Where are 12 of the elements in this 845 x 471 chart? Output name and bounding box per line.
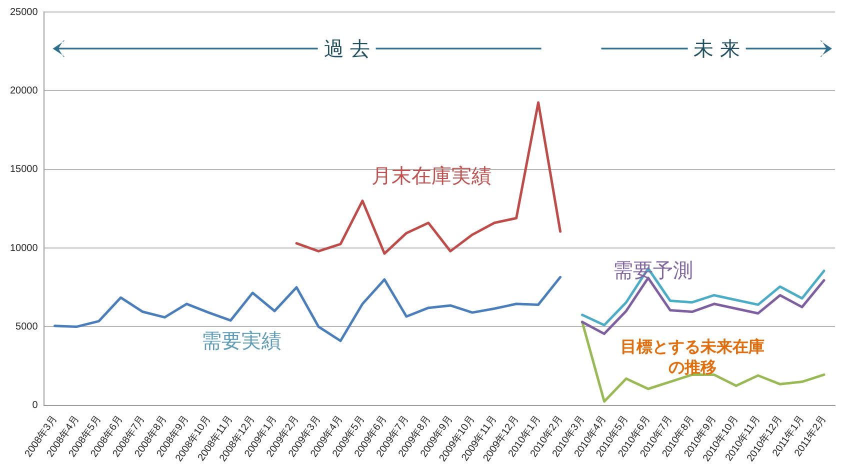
y-tick-label: 25000 [10, 6, 38, 18]
y-tick-label: 0 [32, 400, 38, 412]
y-tick-label: 10000 [10, 242, 38, 254]
y-tick-label: 5000 [16, 321, 38, 332]
y-tick-label: 15000 [10, 164, 38, 176]
series-label: 需要予測 [613, 258, 694, 282]
y-tick-label: 20000 [10, 85, 38, 96]
annotation: 未 来 [687, 35, 746, 62]
annotation: 過 去 [318, 35, 376, 62]
series-label: 目標とする未来在庫の推移 [620, 336, 765, 377]
series-label: 需要実績 [202, 328, 282, 353]
series-label: 月末在庫実績 [371, 163, 492, 188]
